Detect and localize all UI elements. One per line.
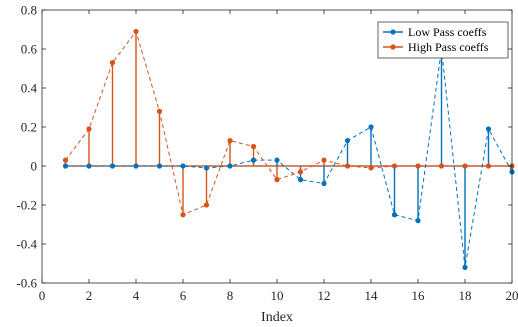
marker-series-1-x-9 — [250, 143, 257, 150]
marker-series-1-x-12 — [321, 157, 327, 163]
x-tick-label: 14 — [365, 288, 379, 303]
marker-series-1-x-19 — [485, 163, 492, 169]
y-tick-label: 0.6 — [21, 42, 38, 57]
marker-series-1-x-18 — [462, 163, 468, 169]
series-line-0 — [65, 48, 513, 268]
legend-label-0: Low Pass coeffs — [408, 25, 487, 39]
marker-series-1-x-15 — [391, 163, 398, 169]
x-tick-label: 4 — [133, 288, 140, 303]
marker-series-0-x-12 — [321, 180, 327, 187]
marker-series-1-x-6 — [180, 212, 186, 218]
marker-series-0-x-2 — [86, 163, 92, 169]
legend-swatch-marker-0 — [390, 29, 396, 35]
marker-series-0-x-8 — [227, 163, 233, 169]
marker-series-0-x-11 — [297, 177, 304, 183]
marker-series-0-x-4 — [133, 163, 139, 169]
marker-series-0-x-7 — [203, 165, 210, 171]
x-axis-label: Index — [261, 310, 293, 325]
marker-series-1-x-16 — [415, 163, 421, 169]
series-line-1 — [65, 30, 512, 216]
marker-series-0-x-14 — [368, 124, 374, 130]
marker-series-1-x-2 — [86, 126, 92, 132]
y-tick-label: 0.4 — [21, 81, 38, 96]
x-tick-label: 8 — [227, 288, 234, 303]
y-tick-label: -0.6 — [16, 276, 37, 291]
marker-series-0-x-16 — [415, 218, 421, 224]
marker-series-1-x-14 — [368, 165, 374, 171]
x-tick-label: 18 — [459, 288, 472, 303]
marker-series-1-x-4 — [133, 28, 139, 35]
y-tick-label: 0.8 — [21, 3, 37, 18]
marker-series-0-x-18 — [462, 264, 468, 270]
marker-series-1-x-8 — [227, 138, 233, 144]
x-tick-label: 16 — [412, 288, 426, 303]
marker-series-0-x-3 — [109, 163, 116, 169]
marker-series-1-x-3 — [109, 60, 116, 66]
y-tick-label: 0.2 — [21, 120, 37, 135]
marker-series-0-x-10 — [274, 157, 280, 163]
marker-series-0-x-5 — [156, 163, 163, 169]
x-tick-label: 2 — [86, 288, 93, 303]
marker-series-1-x-17 — [438, 163, 445, 169]
legend-box — [377, 21, 509, 59]
marker-series-1-x-5 — [156, 108, 163, 114]
marker-series-0-x-9 — [250, 157, 257, 163]
marker-series-1-x-7 — [203, 202, 210, 208]
y-tick-label: -0.2 — [16, 198, 37, 213]
marker-series-1-x-1 — [62, 157, 69, 163]
x-tick-label: 12 — [318, 288, 331, 303]
marker-series-1-x-13 — [344, 163, 351, 169]
x-tick-label: 6 — [180, 288, 187, 303]
marker-series-1-x-11 — [297, 169, 304, 175]
y-tick-label: -0.4 — [16, 237, 37, 252]
x-tick-label: 20 — [506, 288, 518, 303]
marker-series-0-x-19 — [485, 126, 492, 132]
x-tick-label: 10 — [271, 288, 284, 303]
marker-series-1-x-10 — [274, 177, 280, 183]
marker-series-0-x-13 — [344, 138, 351, 144]
y-tick-label: 0 — [31, 159, 38, 174]
legend-swatch-marker-1 — [390, 44, 396, 50]
x-tick-label: 0 — [39, 288, 46, 303]
marker-series-0-x-1 — [62, 163, 69, 169]
legend-label-1: High Pass coeffs — [408, 40, 489, 54]
marker-series-0-x-6 — [180, 163, 186, 169]
marker-series-0-x-15 — [391, 212, 398, 218]
